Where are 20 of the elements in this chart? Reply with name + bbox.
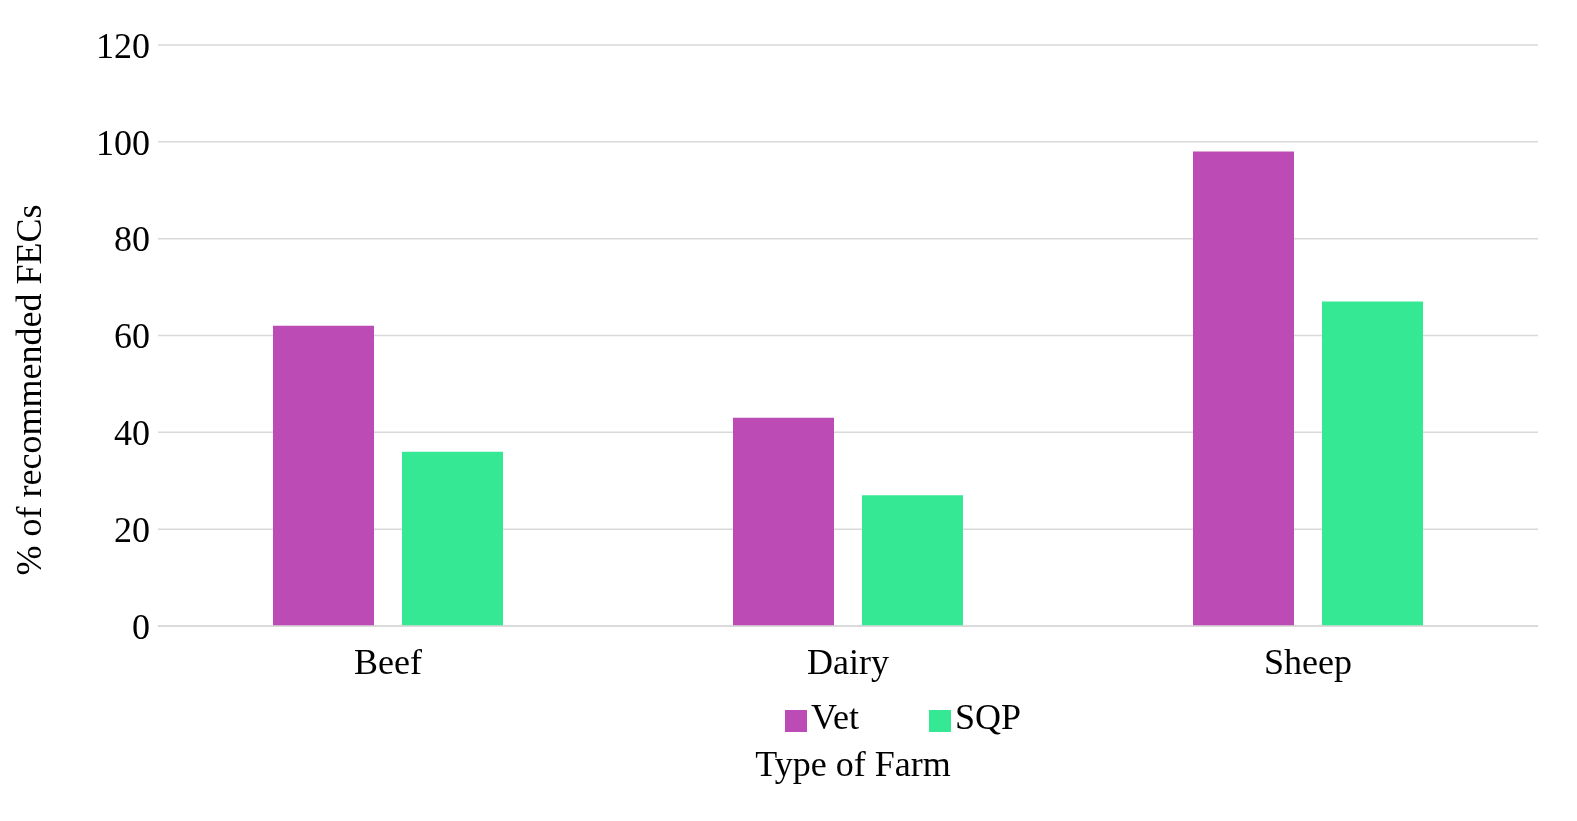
y-tick-label: 40 [114, 413, 150, 454]
x-tick-label: Dairy [807, 641, 889, 682]
y-tick-label: 20 [114, 509, 150, 550]
x-tick-label: Sheep [1264, 641, 1352, 682]
bar [1193, 151, 1294, 626]
y-tick-label: 100 [96, 122, 150, 163]
bar [402, 451, 503, 626]
bar [862, 495, 963, 626]
bar [733, 417, 834, 626]
y-tick-label: 0 [132, 606, 150, 647]
bar [273, 325, 374, 626]
y-tick-label: 120 [96, 25, 150, 66]
legend-label: Vet [810, 697, 859, 737]
legend-label: SQP [954, 697, 1022, 737]
y-axis-title: % of recommended FECs [8, 204, 49, 576]
bar [1322, 301, 1423, 626]
y-tick-label: 80 [114, 219, 150, 260]
x-axis-title: Type of Farm [754, 744, 952, 784]
y-tick-label: 60 [114, 316, 150, 357]
x-tick-label: Beef [354, 641, 422, 682]
